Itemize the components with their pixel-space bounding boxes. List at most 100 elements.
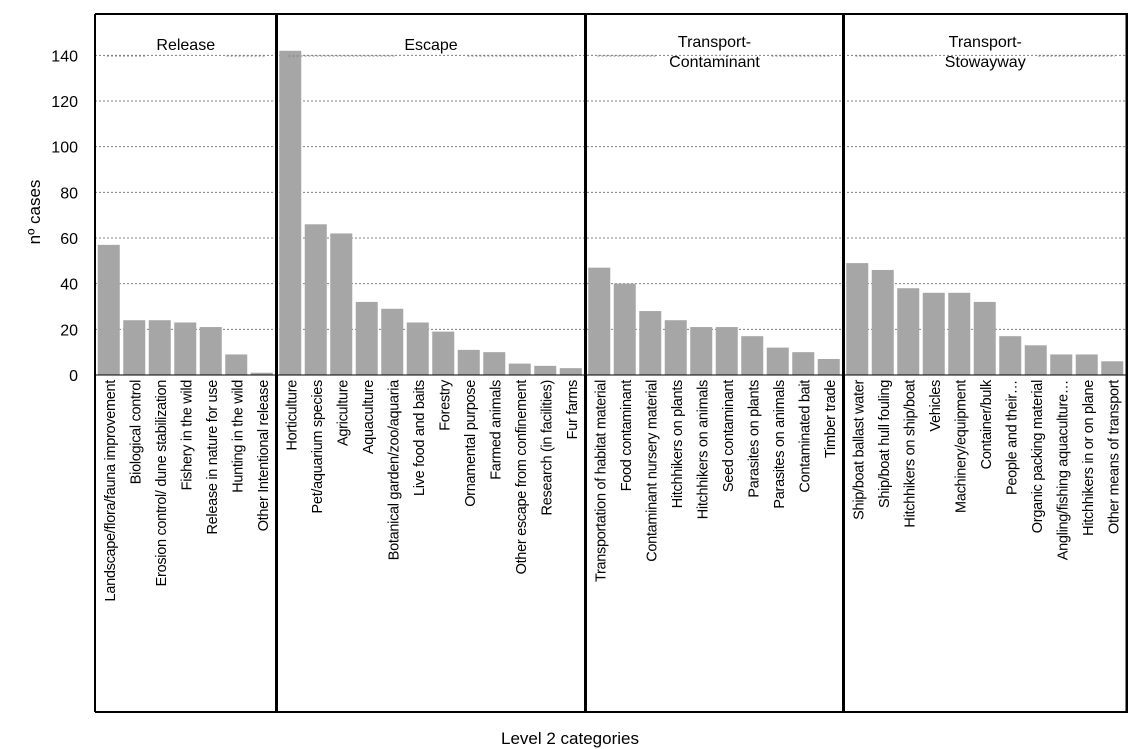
plot-frame (94, 13, 1128, 713)
y-tick-label: 80 (60, 185, 78, 202)
category-labels: Landscape/flora/fauna improvement Biologi… (103, 379, 1123, 602)
bar (639, 311, 662, 375)
category-label: Farmed animals (488, 380, 504, 480)
bar (999, 336, 1022, 375)
bar (715, 327, 738, 375)
bar (973, 301, 996, 375)
bars (97, 50, 1124, 376)
bar (1075, 354, 1098, 375)
category-label: Hunting in the wild (230, 380, 246, 493)
bar (174, 322, 197, 375)
bar (948, 292, 971, 375)
category-label: Hitchhikers on plants (670, 380, 686, 508)
bar (897, 288, 920, 375)
category-label: Parasites on plants (746, 380, 762, 498)
category-label: Forestry (437, 379, 453, 431)
category-label: Hitchhikers on ship/boat (902, 380, 918, 528)
y-tick-label: 140 (51, 48, 78, 65)
category-label: Landscape/flora/fauna improvement (103, 380, 119, 602)
category-label: Parasites on animals (772, 380, 788, 509)
category-label: Ship/boat ballast water (851, 380, 867, 520)
bar (432, 331, 455, 375)
bar (123, 320, 146, 375)
category-label: Ship/boat hull fouling (877, 380, 893, 508)
category-label: Other means of transport (1106, 380, 1122, 534)
bar (304, 224, 327, 375)
category-label: Vehicles (928, 380, 944, 432)
group-label: Escape (404, 37, 457, 54)
category-label: Botanical garden/zoo/aquaria (386, 379, 402, 560)
bar (817, 359, 840, 375)
bar (690, 327, 713, 375)
bar (279, 50, 302, 376)
bar (559, 368, 582, 375)
group-label: Stowayway (945, 54, 1026, 71)
bar (225, 354, 248, 375)
bar (355, 301, 378, 375)
y-tick-label: 0 (69, 368, 78, 385)
bar (846, 263, 869, 375)
category-label: Fishery in the wild (179, 380, 195, 491)
category-label: Organic packing material (1030, 380, 1046, 533)
bar (741, 336, 764, 375)
category-label: Contaminant nursery material (644, 380, 660, 562)
group-label: Contaminant (669, 54, 760, 71)
category-label: Transportation of habitat material (593, 380, 609, 582)
y-tick-label: 60 (60, 231, 78, 248)
category-label: Hitchhikers on animals (695, 380, 711, 519)
y-tick-label: 100 (51, 140, 78, 157)
bar (922, 292, 945, 375)
y-tick-label: 20 (60, 322, 78, 339)
bar (588, 267, 611, 375)
category-label: Biological control (128, 380, 144, 484)
bar (792, 352, 815, 375)
category-label: Aquaculture (361, 380, 377, 454)
bar (1101, 361, 1124, 375)
bar (1050, 354, 1073, 375)
category-label: Food contaminant (619, 380, 635, 492)
category-label: Timber trade (823, 380, 839, 458)
bar (871, 269, 894, 375)
group-label: Release (156, 37, 215, 54)
category-label: Release in nature for use (205, 380, 221, 535)
category-label: People and their… (1004, 380, 1020, 495)
bar (250, 372, 273, 375)
category-label: Pet/aquarium species (310, 380, 326, 513)
category-label: Research (in facilities) (539, 380, 555, 515)
y-tick-label: 40 (60, 277, 78, 294)
bar (199, 327, 222, 375)
x-axis-label: Level 2 categories (501, 729, 639, 748)
bar (381, 308, 404, 375)
bar (508, 363, 531, 375)
bar (330, 233, 353, 375)
bar (1024, 345, 1047, 375)
y-tick-label: 120 (51, 94, 78, 111)
bar (457, 349, 480, 375)
category-label: Other Intentional release (256, 380, 272, 532)
gridlines (95, 54, 1128, 330)
group-label: Transport- (678, 34, 751, 51)
category-label: Other escape from confinement (514, 380, 530, 575)
category-label: Agriculture (335, 380, 351, 446)
category-label: Angling/fishing aquaculture… (1055, 380, 1071, 560)
category-label: Seed contaminant (721, 380, 737, 492)
y-axis-ticks: 0 20 40 60 80 100 120 140 (51, 48, 78, 385)
category-label: Machinery/equipment (953, 380, 969, 513)
bar (664, 320, 687, 375)
bar (148, 320, 171, 375)
bar (613, 283, 636, 375)
bar (766, 347, 789, 375)
category-label: Ornamental purpose (463, 380, 479, 507)
category-label: Live food and baits (412, 380, 428, 496)
category-label: Fur farms (565, 380, 581, 439)
bar (406, 322, 429, 375)
bar (483, 352, 506, 375)
category-label: Container/bulk (979, 379, 995, 469)
category-label: Contaminated bait (797, 380, 813, 493)
bar (97, 244, 120, 375)
group-labels: Release Escape Transport- Contaminant Transp… (107, 34, 1115, 71)
category-label: Erosion control/ dune stabilization (154, 380, 170, 587)
y-axis-label: nº cases (25, 180, 44, 245)
group-label: Transport- (949, 34, 1022, 51)
